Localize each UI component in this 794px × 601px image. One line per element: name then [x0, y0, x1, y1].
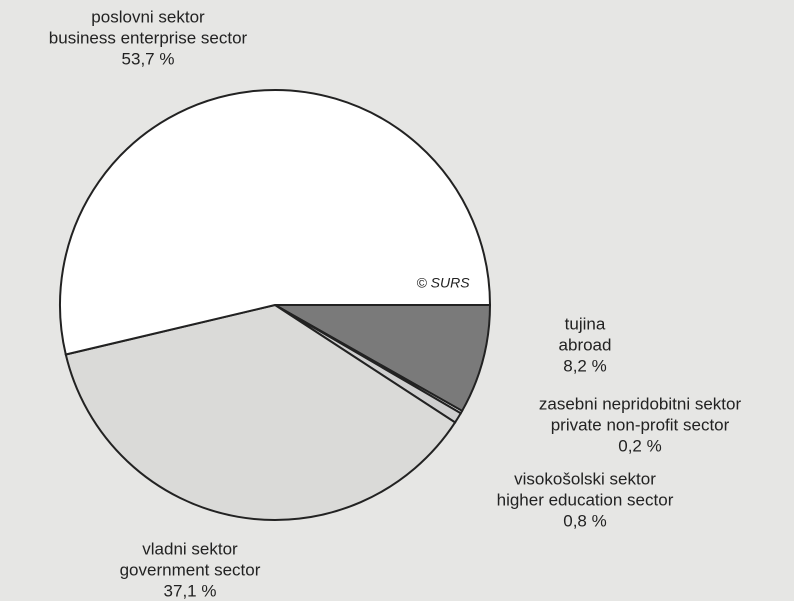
slice-label-en: government sector [120, 560, 261, 579]
slice-label: zasebni nepridobitni sektor [539, 394, 742, 413]
value-label: 0,8 % [563, 511, 606, 530]
value-label: 53,7 % [122, 49, 175, 68]
pie [59, 89, 492, 521]
slice-label: visokošolski sektor [514, 469, 656, 488]
slice-label: poslovni sektor [91, 7, 205, 26]
value-label: 37,1 % [164, 581, 217, 600]
slice-label-en: business enterprise sector [49, 28, 248, 47]
source-note: © SURS [416, 275, 470, 291]
slice-label-en: private non-profit sector [551, 415, 730, 434]
pie-slice [59, 89, 492, 356]
slice-label: tujina [565, 314, 606, 333]
value-label: 8,2 % [563, 356, 606, 375]
slice-label-en: abroad [559, 335, 612, 354]
pie-slice [271, 304, 492, 413]
value-label: 0,2 % [618, 436, 661, 455]
slice-label-en: higher education sector [497, 490, 674, 509]
pie-slice [64, 303, 457, 521]
slice-label: vladni sektor [142, 539, 238, 558]
